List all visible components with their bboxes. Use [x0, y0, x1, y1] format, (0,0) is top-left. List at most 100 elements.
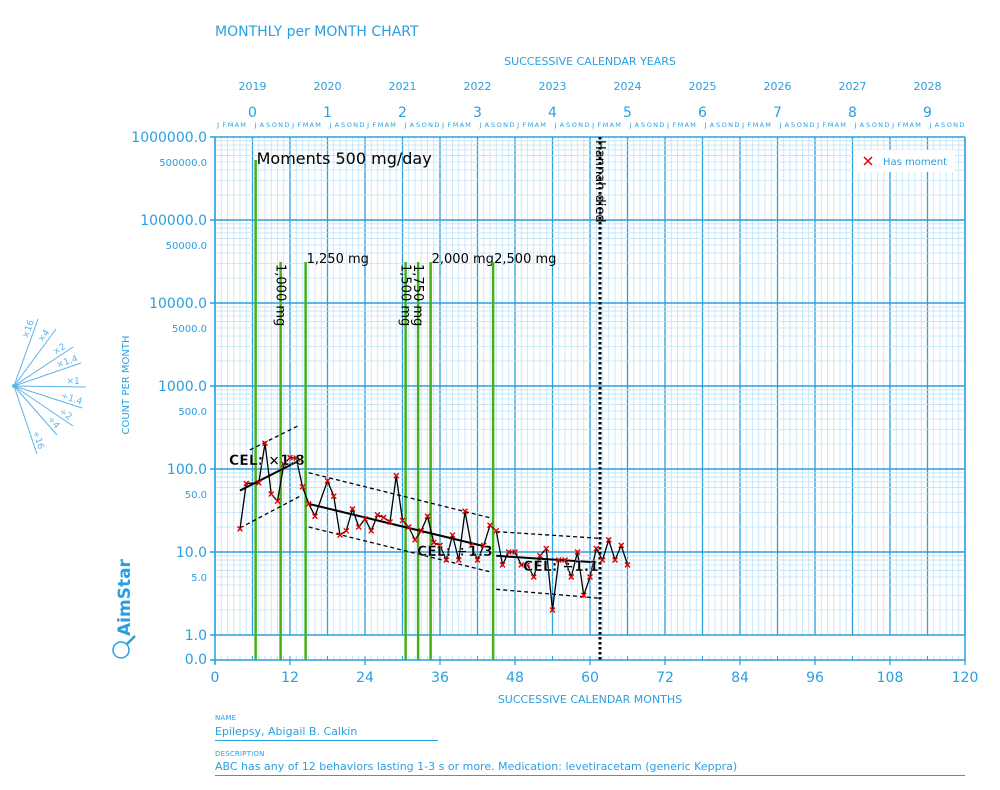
month-letter: M [378, 121, 384, 129]
celeration-fan-line [13, 346, 74, 387]
month-letter: S [491, 121, 495, 129]
month-letter: O [572, 121, 577, 129]
celeration-fan-label: ×1 [66, 377, 79, 387]
y-tick-label: 50.0 [185, 490, 207, 501]
data-point [343, 527, 350, 534]
year-label: 2019 [239, 80, 267, 93]
month-letter: N [503, 121, 508, 129]
phase-change-label: 1,000 mg [273, 264, 288, 326]
y-tick-label: 1.0 [185, 628, 207, 644]
data-point [349, 505, 356, 512]
month-letter: F [297, 121, 301, 129]
y-tick-label: 1000000.0 [131, 130, 207, 146]
month-letter: A [635, 121, 640, 129]
aimstar-logo: AimStar [112, 558, 136, 659]
x-tick-label: 36 [431, 670, 449, 686]
data-point [280, 461, 287, 468]
month-letter: J [816, 121, 819, 129]
data-point [255, 479, 262, 486]
celeration-line [496, 554, 597, 564]
year-number-label: 0 [248, 105, 257, 121]
month-letter: D [959, 121, 964, 129]
data-point [505, 549, 512, 555]
month-letter: J [591, 121, 594, 129]
description-field[interactable]: ABC has any of 12 behaviors lasting 1-3 … [215, 760, 965, 776]
month-letter: A [235, 121, 240, 129]
year-label: 2023 [539, 80, 567, 93]
month-letter: D [509, 121, 514, 129]
year-number-label: 1 [323, 105, 332, 121]
data-point [493, 527, 500, 534]
month-letter: S [716, 121, 720, 129]
month-letter: J [366, 121, 369, 129]
month-letter: J [891, 121, 894, 129]
month-letter: J [779, 121, 782, 129]
month-letter: F [672, 121, 676, 129]
data-point [574, 549, 581, 555]
top-axis-label: SUCCESSIVE CALENDAR YEARS [504, 55, 676, 68]
phase-change-label: 1,500 mg [398, 264, 413, 326]
month-letter: J [516, 121, 519, 129]
data-point [237, 525, 243, 532]
month-letter: D [284, 121, 289, 129]
data-point [387, 518, 393, 525]
phase-change-label: 2,000 mg [432, 252, 494, 267]
month-letter: F [372, 121, 376, 129]
year-number-label: 7 [773, 105, 782, 121]
month-letter: A [385, 121, 390, 129]
grid [210, 136, 966, 660]
y-tick-label: 10000.0 [149, 296, 207, 312]
month-letter: M [903, 121, 909, 129]
data-point [243, 480, 250, 487]
year-label: 2021 [389, 80, 417, 93]
event-label: Hannah died [592, 140, 607, 223]
month-letter: A [485, 121, 490, 129]
month-letter: A [335, 121, 340, 129]
month-letter: M [915, 121, 921, 129]
name-field[interactable]: Epilepsy, Abigail B. Calkin [215, 725, 438, 741]
month-letter: M [528, 121, 534, 129]
month-letter: J [666, 121, 669, 129]
month-letter: D [659, 121, 664, 129]
data-point [468, 542, 475, 549]
y-tick-label: 5000.0 [172, 324, 207, 335]
data-point [380, 514, 387, 521]
data-point [599, 557, 606, 564]
data-point [518, 561, 525, 568]
x-axis-label: SUCCESSIVE CALENDAR MONTHS [498, 693, 682, 706]
year-number-label: 3 [473, 105, 482, 121]
celeration-fan-label: ÷4 [45, 415, 61, 432]
celeration-fan-label: ÷2 [57, 407, 74, 423]
month-letter: S [941, 121, 945, 129]
x-tick-label: 0 [211, 670, 220, 686]
year-label: 2020 [314, 80, 342, 93]
celeration-line [239, 459, 301, 492]
data-point [480, 542, 487, 549]
month-letter: N [278, 121, 283, 129]
month-letter: N [953, 121, 958, 129]
year-number-label: 9 [923, 105, 932, 121]
data-point [612, 557, 618, 564]
month-letter: F [597, 121, 601, 129]
month-letter: D [584, 121, 589, 129]
chart-title: MONTHLY per MONTH CHART [215, 24, 419, 40]
celeration-upper-bound [308, 472, 493, 519]
data-point [274, 498, 281, 505]
month-letter: M [690, 121, 696, 129]
month-letter: O [272, 121, 277, 129]
data-point [374, 511, 381, 518]
month-letter: M [390, 121, 396, 129]
celeration-line [308, 502, 491, 549]
y-tick-label: 100000.0 [140, 213, 207, 229]
data-point [449, 532, 456, 539]
data-point [418, 527, 425, 534]
month-letter: F [222, 121, 226, 129]
month-letter: J [554, 121, 557, 129]
month-letter: N [653, 121, 658, 129]
logo-magnifier-icon [112, 641, 130, 659]
data-point [268, 490, 275, 497]
celeration-fan-line [13, 328, 57, 387]
data-point [562, 557, 568, 564]
month-letter: A [835, 121, 840, 129]
